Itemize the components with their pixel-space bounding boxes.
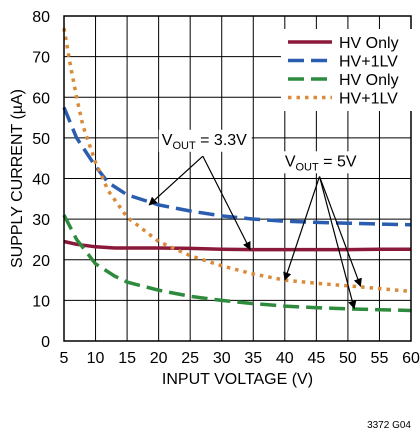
x-tick-label: 20 xyxy=(150,350,168,367)
plot-frame xyxy=(63,15,412,342)
x-tick-label: 55 xyxy=(371,350,389,367)
grid xyxy=(64,16,411,341)
x-tick-label: 60 xyxy=(402,350,420,367)
y-tick-label: 30 xyxy=(32,212,50,229)
y-tick-label: 60 xyxy=(32,90,50,107)
annotation-arrow xyxy=(148,155,204,206)
x-tick-label: 35 xyxy=(244,350,262,367)
annotation-arrow xyxy=(318,176,357,310)
x-tick-labels: 5 10 15 20 25 30 35 40 45 50 55 60 xyxy=(60,350,420,367)
y-axis-label: SUPPLY CURRENT (µA) xyxy=(9,89,26,268)
x-tick-label: 50 xyxy=(339,350,357,367)
series-line xyxy=(62,106,412,227)
y-tick-label: 40 xyxy=(32,172,50,189)
legend-label: HV+1LV xyxy=(339,54,398,71)
y-tick-label: 10 xyxy=(32,293,50,310)
y-tick-label: 20 xyxy=(32,253,50,270)
x-tick-label: 5 xyxy=(60,350,69,367)
x-tick-label: 45 xyxy=(307,350,325,367)
series-line xyxy=(63,239,411,252)
series-layer xyxy=(62,27,412,313)
legend-label: HV+1LV xyxy=(339,91,398,108)
annotation-arrow xyxy=(318,176,362,287)
x-tick-label: 25 xyxy=(181,350,199,367)
y-tick-label: 0 xyxy=(41,334,50,351)
annotation-arrow xyxy=(202,155,251,251)
series-line xyxy=(62,214,412,313)
x-tick-label: 10 xyxy=(87,350,105,367)
x-axis-label: INPUT VOLTAGE (V) xyxy=(162,371,313,388)
figure-id: 3372 G04 xyxy=(367,420,411,431)
annotation-label: VOUT = 5V xyxy=(285,153,357,173)
annotation-background xyxy=(158,129,252,152)
legend-label: HV Only xyxy=(339,72,399,89)
annotations: VOUT = 3.3V VOUT = 5V xyxy=(148,129,362,310)
y-tick-label: 50 xyxy=(32,131,50,148)
annotation-label: VOUT = 3.3V xyxy=(162,132,247,152)
x-tick-label: 40 xyxy=(276,350,294,367)
annotation-background xyxy=(281,151,357,174)
y-tick-label: 80 xyxy=(32,9,50,26)
y-tick-labels: 0 10 20 30 40 50 60 70 80 xyxy=(32,9,50,351)
x-tick-label: 30 xyxy=(213,350,231,367)
y-tick-label: 70 xyxy=(32,50,50,67)
x-tick-label: 15 xyxy=(118,350,136,367)
annotation-arrow xyxy=(283,176,321,281)
legend-label: HV Only xyxy=(339,35,399,52)
